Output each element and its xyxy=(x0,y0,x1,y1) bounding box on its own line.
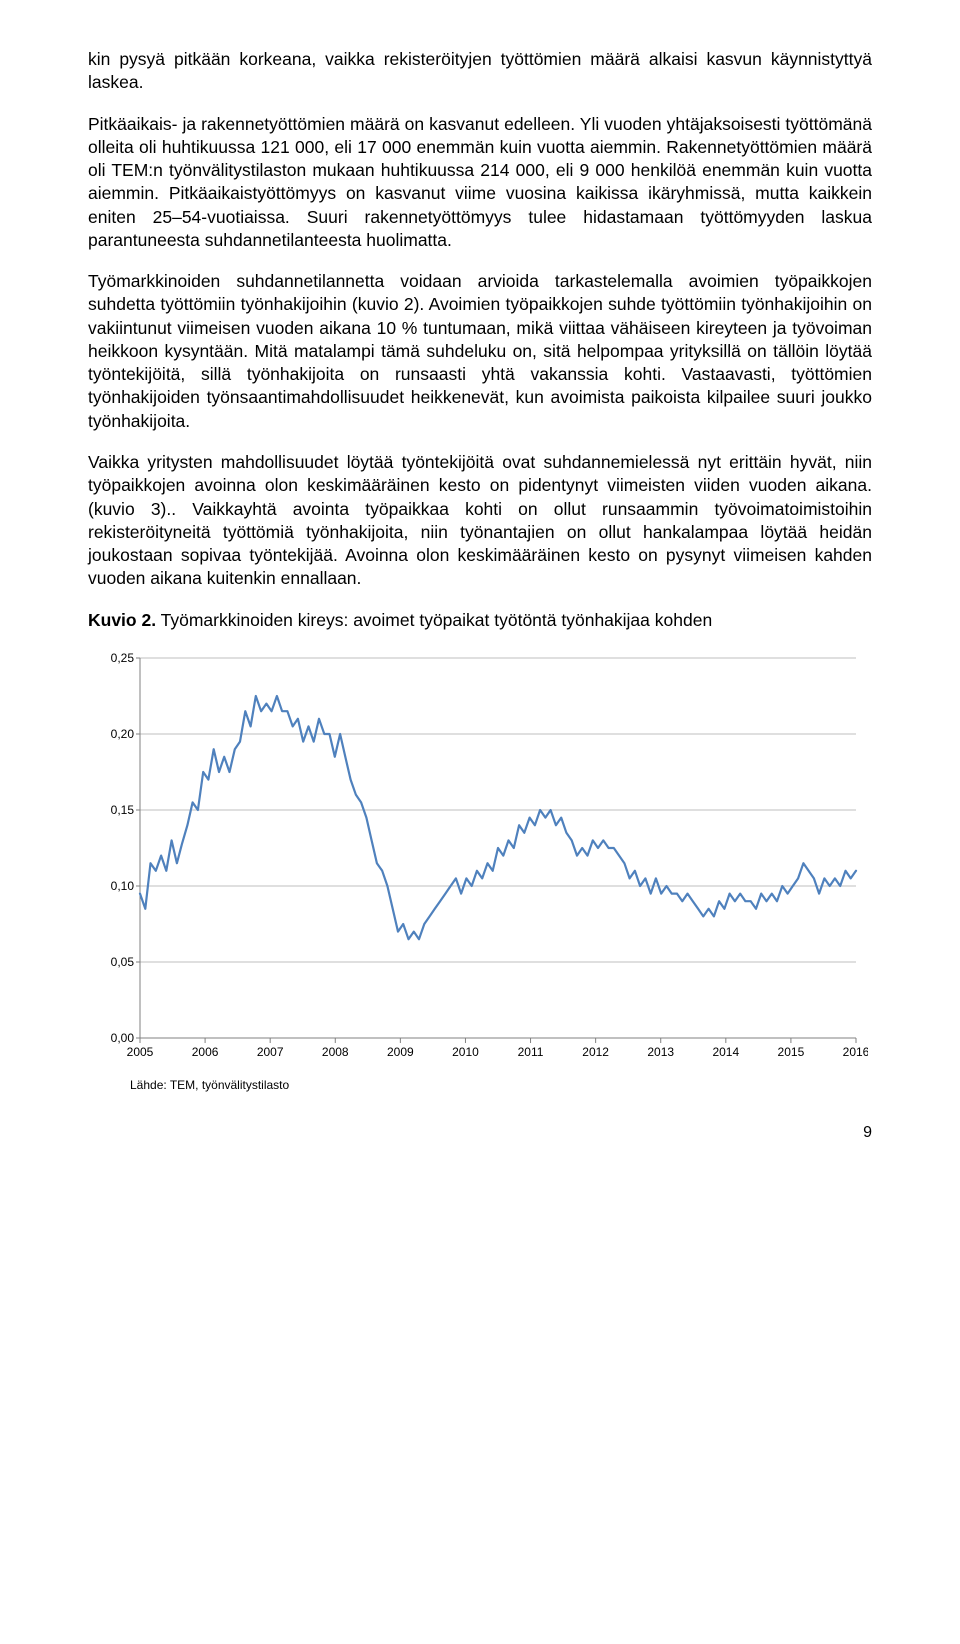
body-paragraph: Vaikka yritysten mahdollisuudet löytää t… xyxy=(88,451,872,591)
svg-text:2016: 2016 xyxy=(843,1045,868,1059)
svg-text:2005: 2005 xyxy=(127,1045,154,1059)
page-number: 9 xyxy=(88,1122,872,1143)
body-paragraph: Työmarkkinoiden suhdannetilannetta voida… xyxy=(88,270,872,433)
svg-text:2013: 2013 xyxy=(647,1045,674,1059)
svg-text:2006: 2006 xyxy=(192,1045,219,1059)
figure-caption: Työmarkkinoiden kireys: avoimet työpaika… xyxy=(161,610,713,630)
figure-label: Kuvio 2. xyxy=(88,610,156,630)
chart-source: Lähde: TEM, työnvälitystilasto xyxy=(130,1078,872,1094)
svg-text:0,15: 0,15 xyxy=(111,803,135,817)
body-paragraph: Pitkäaikais- ja rakennetyöttömien määrä … xyxy=(88,113,872,253)
body-paragraph: kin pysyä pitkään korkeana, vaikka rekis… xyxy=(88,48,872,95)
line-chart: 0,00 0,05 0,10 0,15 0,20 0,25 2005 2006 2007 2008… xyxy=(88,648,868,1068)
svg-text:2012: 2012 xyxy=(582,1045,609,1059)
svg-text:2014: 2014 xyxy=(712,1045,739,1059)
svg-text:2007: 2007 xyxy=(257,1045,284,1059)
svg-text:2008: 2008 xyxy=(322,1045,349,1059)
svg-text:0,25: 0,25 xyxy=(111,651,135,665)
svg-text:0,10: 0,10 xyxy=(111,879,135,893)
chart-container: 0,00 0,05 0,10 0,15 0,20 0,25 2005 2006 2007 2008… xyxy=(88,648,872,1094)
svg-text:0,05: 0,05 xyxy=(111,955,135,969)
svg-text:2009: 2009 xyxy=(387,1045,414,1059)
svg-text:0,00: 0,00 xyxy=(111,1031,135,1045)
svg-text:2011: 2011 xyxy=(518,1045,544,1059)
figure-title: Kuvio 2. Työmarkkinoiden kireys: avoimet… xyxy=(88,609,872,632)
svg-text:2015: 2015 xyxy=(778,1045,805,1059)
svg-text:2010: 2010 xyxy=(452,1045,479,1059)
svg-text:0,20: 0,20 xyxy=(111,727,135,741)
